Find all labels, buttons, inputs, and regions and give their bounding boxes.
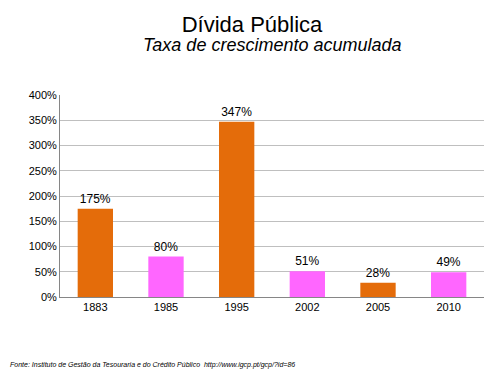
svg-text:150%: 150% [29,215,57,227]
svg-text:1883: 1883 [83,301,107,313]
svg-text:Fonte: Instituto de Gestão da: Fonte: Instituto de Gestão da Tesouraria… [10,361,295,369]
svg-text:350%: 350% [29,114,57,126]
svg-text:Taxa de crescimento acumulada: Taxa de crescimento acumulada [143,35,401,55]
svg-text:49%: 49% [436,255,460,269]
svg-text:2010: 2010 [436,301,460,313]
svg-text:200%: 200% [29,190,57,202]
svg-text:175%: 175% [80,192,111,206]
svg-text:1985: 1985 [154,301,178,313]
svg-text:100%: 100% [29,240,57,252]
svg-text:250%: 250% [29,165,57,177]
svg-text:2005: 2005 [366,301,390,313]
svg-text:51%: 51% [295,254,319,268]
svg-text:80%: 80% [154,240,178,254]
svg-text:1995: 1995 [224,301,248,313]
svg-text:300%: 300% [29,139,57,151]
svg-text:347%: 347% [221,105,252,119]
svg-text:50%: 50% [35,266,57,278]
svg-text:2002: 2002 [295,301,319,313]
svg-text:Dívida Pública: Dívida Pública [182,12,323,37]
svg-text:0%: 0% [41,291,57,303]
svg-text:400%: 400% [29,89,57,101]
svg-text:28%: 28% [366,266,390,280]
